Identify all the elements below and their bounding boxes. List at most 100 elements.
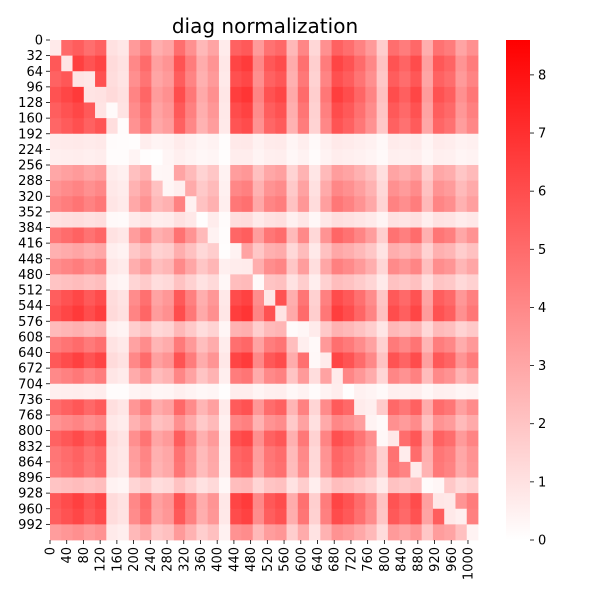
heatmap-cell	[128, 243, 141, 260]
x-tick-label: 400	[211, 547, 226, 572]
heatmap-cell	[151, 430, 164, 447]
heatmap-cell	[275, 211, 287, 228]
heatmap-cell	[218, 305, 231, 322]
heatmap-cell	[196, 118, 209, 135]
heatmap-cell	[342, 40, 355, 57]
heatmap-cell	[241, 149, 254, 166]
heatmap-cell	[444, 446, 456, 463]
heatmap-cell	[387, 415, 400, 432]
heatmap-cell	[185, 102, 197, 119]
heatmap-cell	[410, 243, 423, 260]
heatmap-cell	[342, 524, 355, 541]
heatmap-cell	[106, 118, 118, 135]
heatmap-cell	[241, 336, 254, 353]
heatmap-cell	[286, 86, 299, 103]
heatmap-cell	[173, 196, 186, 213]
heatmap-cell	[342, 133, 355, 150]
heatmap-cell	[61, 149, 73, 166]
heatmap-cell	[455, 55, 468, 72]
heatmap-cell	[309, 102, 321, 119]
heatmap-cell	[376, 352, 389, 369]
heatmap-cell	[230, 258, 242, 275]
heatmap-cell	[399, 86, 411, 103]
heatmap-cell	[297, 368, 310, 385]
heatmap-cell	[207, 227, 220, 244]
x-tick-label: 480	[244, 547, 259, 572]
heatmap-cell	[140, 227, 152, 244]
heatmap-cell	[455, 133, 468, 150]
heatmap-cell	[320, 415, 332, 432]
heatmap-cell	[50, 180, 62, 197]
heatmap-cell	[387, 211, 400, 228]
heatmap-cell	[95, 86, 107, 103]
heatmap-cell	[218, 352, 231, 369]
heatmap-cell	[162, 399, 175, 416]
heatmap-cell	[421, 524, 434, 541]
heatmap-cell	[297, 118, 310, 135]
heatmap-cell	[185, 399, 197, 416]
heatmap-cell	[218, 399, 231, 416]
heatmap-cell	[342, 399, 355, 416]
heatmap-cell	[117, 461, 130, 478]
heatmap-cell	[140, 524, 152, 541]
heatmap-cell	[241, 227, 254, 244]
heatmap-cell	[275, 55, 287, 72]
heatmap-cell	[128, 180, 141, 197]
heatmap-cell	[230, 211, 242, 228]
heatmap-cell	[387, 86, 400, 103]
heatmap-cell	[106, 165, 118, 182]
heatmap-cell	[162, 243, 175, 260]
heatmap-cell	[354, 40, 366, 57]
heatmap-cell	[410, 133, 423, 150]
heatmap-cell	[218, 524, 231, 541]
heatmap-cell	[365, 258, 378, 275]
heatmap-cell	[50, 399, 62, 416]
heatmap-cell	[354, 274, 366, 291]
heatmap-cell	[252, 40, 265, 57]
heatmap-cell	[309, 321, 321, 338]
heatmap-cell	[95, 55, 107, 72]
heatmap-cell	[218, 40, 231, 57]
y-tick-label: 736	[18, 393, 43, 408]
y-tick-label: 640	[18, 346, 43, 361]
heatmap-cell	[432, 290, 445, 307]
heatmap-cell	[128, 508, 141, 525]
heatmap-cell	[297, 55, 310, 72]
heatmap-cell	[376, 290, 389, 307]
heatmap-cell	[207, 258, 220, 275]
heatmap-cell	[207, 352, 220, 369]
heatmap-cell	[466, 227, 479, 244]
heatmap-cell	[297, 149, 310, 166]
heatmap-cell	[466, 102, 479, 119]
heatmap-cell	[354, 133, 366, 150]
heatmap-cell	[72, 71, 85, 88]
heatmap-cell	[128, 118, 141, 135]
heatmap-cell	[162, 118, 175, 135]
heatmap-cell	[376, 71, 389, 88]
heatmap-cell	[230, 290, 242, 307]
heatmap-cell	[173, 415, 186, 432]
heatmap-cell	[331, 55, 344, 72]
heatmap-cell	[376, 524, 389, 541]
heatmap-cell	[264, 40, 276, 57]
heatmap-cell	[218, 430, 231, 447]
heatmap-cell	[455, 71, 468, 88]
heatmap-cell	[376, 368, 389, 385]
heatmap-cell	[320, 290, 332, 307]
heatmap-cell	[365, 149, 378, 166]
heatmap-cell	[444, 118, 456, 135]
heatmap-cell	[376, 508, 389, 525]
heatmap-cell	[140, 305, 152, 322]
heatmap-cell	[331, 290, 344, 307]
heatmap-cell	[207, 399, 220, 416]
heatmap-cell	[421, 102, 434, 119]
heatmap-cell	[72, 352, 85, 369]
heatmap-cell	[455, 368, 468, 385]
heatmap-cell	[275, 165, 287, 182]
heatmap-cell	[151, 258, 164, 275]
heatmap-cell	[275, 243, 287, 260]
heatmap-cell	[185, 133, 197, 150]
x-tick-label: 80	[77, 547, 92, 564]
heatmap-cell	[72, 290, 85, 307]
heatmap-cell	[128, 352, 141, 369]
